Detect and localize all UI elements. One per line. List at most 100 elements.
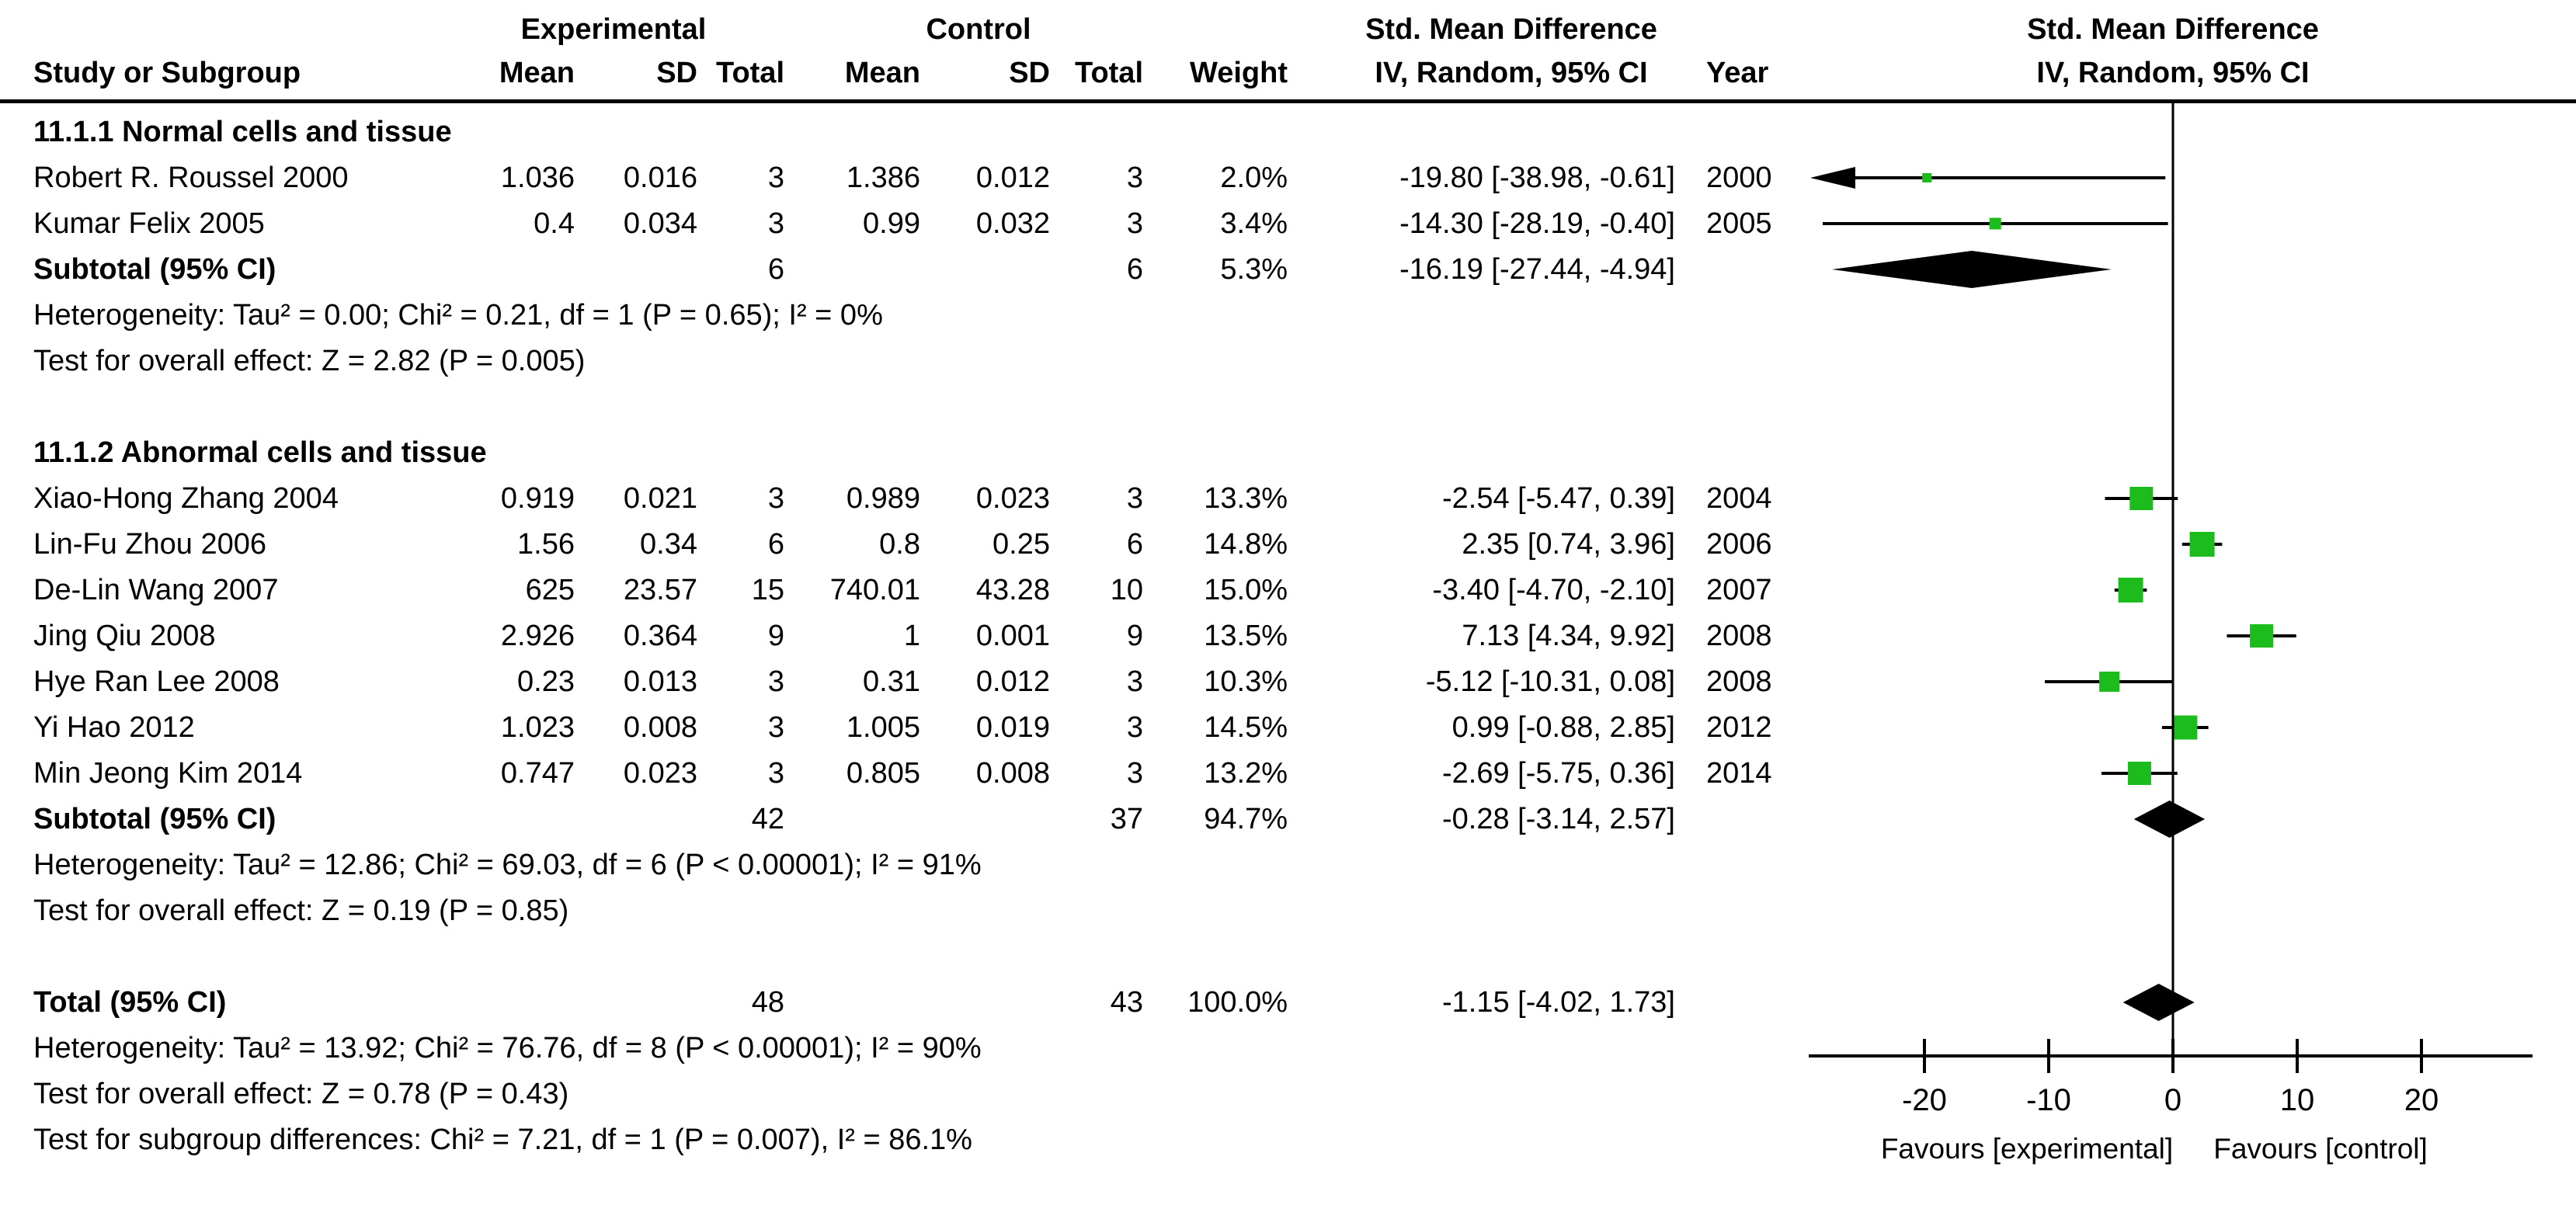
total-ctl-total: 43	[1110, 986, 1143, 1019]
subtotal-weight: 5.3%	[1220, 253, 1288, 286]
sd-exp-value: 0.023	[623, 757, 697, 790]
year-value: 2006	[1706, 528, 1772, 561]
ci-text: -2.54 [-5.47, 0.39]	[1442, 482, 1675, 515]
overall-effect-row: Test for overall effect: Z = 0.78 (P = 0…	[0, 1071, 2576, 1117]
study-label: Xiao-Hong Zhang 2004	[33, 482, 339, 515]
sd-ctl-value: 0.008	[975, 757, 1050, 790]
total-ci-text: -1.15 [-4.02, 1.73]	[1442, 986, 1675, 1019]
total-ctl-value: 3	[1126, 207, 1143, 240]
study-label: Jing Qiu 2008	[33, 620, 216, 652]
year-value: 2005	[1706, 207, 1772, 240]
sd-ctl-value: 0.023	[975, 482, 1050, 515]
ci-text: -14.30 [-28.19, -0.40]	[1399, 207, 1675, 240]
total-ctl-header: Total	[1075, 57, 1143, 89]
total-weight: 100.0%	[1187, 986, 1288, 1019]
weight-value: 13.2%	[1204, 757, 1288, 790]
mean-exp-value: 1.036	[500, 161, 575, 194]
mean-exp-value: 625	[525, 574, 575, 606]
total-exp-value: 3	[767, 207, 784, 240]
total-exp-value: 15	[751, 574, 784, 606]
total-ctl-value: 3	[1126, 711, 1143, 744]
subgroup-title: 11.1.2 Abnormal cells and tissue	[33, 436, 487, 469]
heterogeneity-text: Heterogeneity: Tau² = 0.00; Chi² = 0.21,…	[33, 299, 883, 332]
overall-effect-text: Test for overall effect: Z = 0.19 (P = 0…	[33, 894, 569, 927]
total-ctl-value: 3	[1126, 757, 1143, 790]
study-or-subgroup-header: Study or Subgroup	[33, 57, 301, 89]
year-value: 2008	[1706, 620, 1772, 652]
iv-random-header-left: IV, Random, 95% CI	[1375, 57, 1648, 89]
mean-ctl-value: 0.8	[879, 528, 920, 561]
subtotal-row: Subtotal (95% CI) 42 37 94.7% -0.28 [-3.14, …	[0, 797, 2576, 842]
weight-value: 15.0%	[1204, 574, 1288, 606]
mean-ctl-value: 1	[903, 620, 920, 652]
table-row: De-Lin Wang 2007 625 23.57 15 740.01 43.28 10 1…	[0, 568, 2576, 613]
weight-value: 13.3%	[1204, 482, 1288, 515]
total-exp-value: 3	[767, 161, 784, 194]
mean-exp-value: 2.926	[500, 620, 575, 652]
total-exp-value: 3	[767, 711, 784, 744]
total-ctl-value: 3	[1126, 665, 1143, 698]
weight-value: 2.0%	[1220, 161, 1288, 194]
year-value: 2004	[1706, 482, 1772, 515]
sd-ctl-value: 0.001	[975, 620, 1050, 652]
year-value: 2000	[1706, 161, 1772, 194]
weight-value: 13.5%	[1204, 620, 1288, 652]
sd-ctl-value: 0.032	[975, 207, 1050, 240]
year-value: 2007	[1706, 574, 1772, 606]
mean-exp-value: 1.56	[517, 528, 575, 561]
table-row: Xiao-Hong Zhang 2004 0.919 0.021 3 0.989 0.02…	[0, 476, 2576, 522]
study-label: Yi Hao 2012	[33, 711, 195, 744]
year-value: 2008	[1706, 665, 1772, 698]
table-row: Jing Qiu 2008 2.926 0.364 9 1 0.001 9 13.5% 7.13…	[0, 613, 2576, 659]
mean-exp-value: 1.023	[500, 711, 575, 744]
total-ctl-value: 10	[1110, 574, 1143, 606]
total-exp-value: 3	[767, 757, 784, 790]
sd-ctl-value: 0.012	[975, 161, 1050, 194]
ci-text: 2.35 [0.74, 3.96]	[1462, 528, 1675, 561]
subtotal-row: Subtotal (95% CI) 6 6 5.3% -16.19 [-27.44, -…	[0, 247, 2576, 293]
total-heterogeneity-text: Heterogeneity: Tau² = 13.92; Chi² = 76.7…	[33, 1032, 982, 1064]
weight-value: 14.5%	[1204, 711, 1288, 744]
table-row: Yi Hao 2012 1.023 0.008 3 1.005 0.019 3 14.5% 0.…	[0, 705, 2576, 751]
mean-exp-value: 0.4	[534, 207, 575, 240]
heterogeneity-text: Heterogeneity: Tau² = 12.86; Chi² = 69.0…	[33, 849, 982, 881]
total-ctl-value: 9	[1126, 620, 1143, 652]
year-value: 2014	[1706, 757, 1772, 790]
sd-ctl-value: 43.28	[975, 574, 1050, 606]
weight-value: 14.8%	[1204, 528, 1288, 561]
study-label: Hye Ran Lee 2008	[33, 665, 280, 698]
ci-text: 0.99 [-0.88, 2.85]	[1451, 711, 1675, 744]
sd-ctl-value: 0.012	[975, 665, 1050, 698]
study-label: Kumar Felix 2005	[33, 207, 265, 240]
mean-ctl-header: Mean	[844, 57, 920, 89]
total-exp-value: 3	[767, 665, 784, 698]
total-exp-header: Total	[716, 57, 784, 89]
table-row: Kumar Felix 2005 0.4 0.034 3 0.99 0.032 3 3.4% -…	[0, 201, 2576, 247]
overall-effect-row: Test for overall effect: Z = 0.19 (P = 0…	[0, 888, 2576, 934]
subgroup-header-row: 11.1.1 Normal cells and tissue	[0, 109, 2576, 155]
study-label: Min Jeong Kim 2014	[33, 757, 303, 790]
column-group-control: Control	[926, 13, 1031, 46]
subtotal-label: Subtotal (95% CI)	[33, 253, 276, 286]
total-exp-value: 6	[767, 528, 784, 561]
subgroup-header-row: 11.1.2 Abnormal cells and tissue	[0, 430, 2576, 476]
total-ctl-value: 3	[1126, 482, 1143, 515]
sd-exp-header: SD	[656, 57, 697, 89]
study-label: Robert R. Roussel 2000	[33, 161, 349, 194]
sd-ctl-header: SD	[1009, 57, 1050, 89]
subtotal-ctl-total: 6	[1126, 253, 1143, 286]
subtotal-ci-text: -0.28 [-3.14, 2.57]	[1442, 803, 1675, 835]
weight-header: Weight	[1190, 57, 1288, 89]
total-label: Total (95% CI)	[33, 986, 227, 1019]
table-row: Robert R. Roussel 2000 1.036 0.016 3 1.386 0.…	[0, 155, 2576, 201]
overall-effect-text: Test for overall effect: Z = 2.82 (P = 0…	[33, 345, 586, 377]
heterogeneity-row: Heterogeneity: Tau² = 12.86; Chi² = 69.0…	[0, 842, 2576, 888]
mean-ctl-value: 740.01	[829, 574, 920, 606]
ci-text: -5.12 [-10.31, 0.08]	[1425, 665, 1675, 698]
total-exp-value: 3	[767, 482, 784, 515]
mean-ctl-value: 1.386	[846, 161, 920, 194]
subtotal-label: Subtotal (95% CI)	[33, 803, 276, 835]
header-rule	[0, 99, 2576, 103]
sd-exp-value: 0.016	[623, 161, 697, 194]
